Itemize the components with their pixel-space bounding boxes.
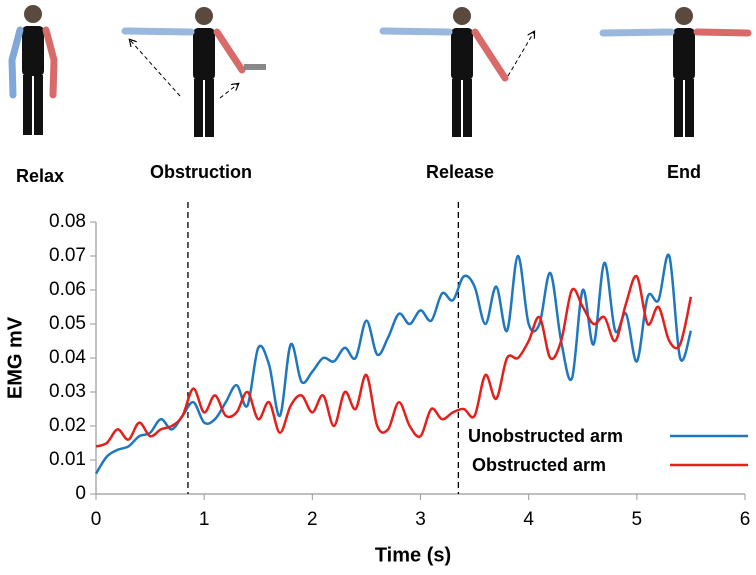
x-tick-label: 2 xyxy=(307,509,318,530)
series-line xyxy=(94,253,693,475)
y-axis-title: EMG mV xyxy=(4,316,26,399)
y-tick-label: 0.01 xyxy=(49,449,86,470)
x-tick-label: 1 xyxy=(199,509,210,530)
y-tick-label: 0.06 xyxy=(49,279,86,300)
y-tick-label: 0.05 xyxy=(49,313,86,334)
legend-label: Unobstructed arm xyxy=(468,426,623,446)
x-tick-label: 6 xyxy=(740,509,751,530)
y-tick-label: 0.03 xyxy=(49,381,86,402)
phase-label: Release xyxy=(426,162,494,182)
y-tick-label: 0.02 xyxy=(49,415,86,436)
y-tick-label: 0.08 xyxy=(49,211,86,232)
x-axis-title: Time (s) xyxy=(375,544,451,566)
series-line xyxy=(95,274,693,448)
x-tick-label: 5 xyxy=(632,509,643,530)
phase-label: Obstruction xyxy=(150,162,252,182)
legend-label: Obstructed arm xyxy=(472,455,606,475)
x-tick-label: 3 xyxy=(415,509,426,530)
y-tick-label: 0.07 xyxy=(49,245,86,266)
x-tick-label: 4 xyxy=(523,509,534,530)
figure-release xyxy=(379,7,534,137)
y-tick-label: 0 xyxy=(75,483,86,504)
figure-relax xyxy=(8,5,58,135)
phase-label: End xyxy=(667,162,701,182)
phase-label: Relax xyxy=(16,166,64,186)
figure-end xyxy=(599,7,752,137)
x-tick-label: 0 xyxy=(91,509,102,530)
figure-obstruction xyxy=(121,7,266,137)
y-tick-label: 0.04 xyxy=(49,347,86,368)
